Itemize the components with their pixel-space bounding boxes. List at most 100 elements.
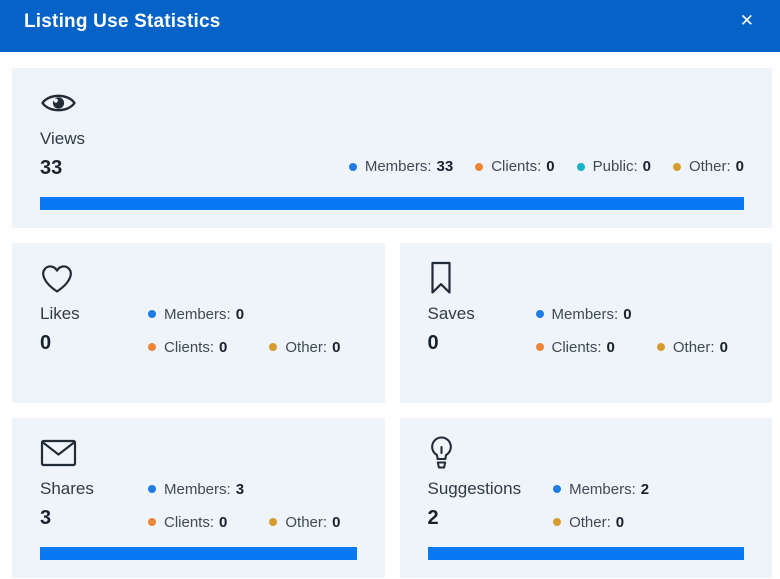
legend-value: 0 [219,513,228,531]
legend-label: Members: [164,480,231,498]
legend-value: 33 [436,158,454,175]
stat-count: 3 [40,507,52,529]
shares-progress-bar [40,547,357,560]
legend-item-other: Other: 0 [269,514,340,531]
legend-label: Members: [364,158,432,175]
envelope-icon [40,435,357,471]
shares-card: Shares 3 Members: 3 Clients: 0 [12,418,385,578]
legend-item-members: Members: 2 [553,481,649,498]
members-dot-icon [148,310,156,318]
stat-count: 0 [40,332,52,354]
saves-card: Saves 0 Members: 0 Clients: 0 [399,243,772,403]
legend-value: 0 [546,158,555,175]
legend-item-members: Members: 3 [148,481,244,498]
legend-label: Other: [688,158,731,175]
legend-label: Public: [592,158,638,175]
legend-item-clients: Clients: 0 [535,338,615,356]
suggestions-legend: Members: 2 Other: 0 [553,479,649,532]
legend-value: 3 [235,480,245,498]
legend-value: 0 [735,158,744,175]
legend-item-members: Members: 0 [148,306,244,323]
other-dot-icon [553,518,562,526]
views-legend: Members: 33 Clients: 0 Public: 0 Other: … [348,158,744,175]
legend-label: Members: [569,480,636,498]
legend-value: 0 [642,158,651,175]
lightbulb-icon [428,435,745,471]
eye-icon [40,85,744,121]
other-dot-icon [672,162,681,171]
shares-summary: Shares 3 [40,477,116,531]
legend-item-public: Public: 0 [576,158,651,175]
dialog-header: Listing Use Statistics ✕ [0,0,780,52]
clients-dot-icon [475,162,484,171]
legend-value: 2 [640,480,650,498]
legend-item-other: Other: 0 [672,158,744,175]
clients-dot-icon [535,343,544,351]
members-dot-icon [553,485,562,493]
stat-count: 0 [427,332,439,354]
saves-summary: Saves 0 [428,302,504,356]
stat-title: Saves [427,304,475,323]
clients-dot-icon [148,343,156,351]
other-dot-icon [269,518,278,526]
stat-count: 33 [40,157,63,179]
suggestions-progress-bar [427,547,744,560]
stat-title: Views [40,129,86,148]
legend-label: Members: [551,305,619,323]
stat-title: Suggestions [427,479,522,498]
legend-item-members: Members: 0 [535,305,632,323]
views-progress-bar [40,197,744,210]
heart-icon [40,260,357,296]
views-progress-fill [40,197,744,210]
legend-item-members: Members: 33 [348,158,454,175]
legend-label: Clients: [491,158,542,175]
legend-value: 0 [332,338,341,356]
stat-count: 2 [427,507,439,529]
legend-item-clients: Clients: 0 [148,339,227,356]
legend-item-other: Other: 0 [656,338,728,356]
public-dot-icon [576,162,585,171]
legend-label: Other: [672,338,715,356]
other-dot-icon [269,343,278,351]
dialog-title: Listing Use Statistics [24,11,221,32]
close-icon[interactable]: ✕ [736,10,758,31]
legend-label: Other: [569,513,611,531]
stats-cards: Views 33 Members: 33 Clients: 0 Public: [0,52,780,578]
legend-label: Members: [164,305,231,323]
legend-item-clients: Clients: 0 [148,514,227,531]
saves-legend: Members: 0 Clients: 0 Other: 0 [535,304,728,357]
legend-value: 0 [235,305,245,323]
members-dot-icon [348,162,357,171]
legend-item-other: Other: 0 [553,514,624,531]
legend-label: Clients: [164,338,215,356]
other-dot-icon [656,343,665,351]
legend-value: 0 [615,513,625,531]
suggestions-summary: Suggestions 2 [428,477,522,531]
likes-summary: Likes 0 [40,302,116,356]
legend-label: Clients: [164,513,215,531]
bookmark-icon [428,260,745,296]
suggestions-card: Suggestions 2 Members: 2 Other: 0 [399,418,772,578]
shares-progress-fill [40,547,357,560]
legend-label: Other: [285,338,328,356]
likes-legend: Members: 0 Clients: 0 Other: 0 [148,304,340,357]
views-card: Views 33 Members: 33 Clients: 0 Public: [12,68,772,228]
legend-value: 0 [623,305,632,323]
legend-item-clients: Clients: 0 [475,158,555,175]
views-summary: Views 33 [40,127,116,181]
stat-title: Shares [40,479,94,498]
stat-title: Likes [40,304,80,323]
legend-value: 0 [219,338,228,356]
legend-item-other: Other: 0 [269,339,340,356]
members-dot-icon [148,485,156,493]
suggestions-progress-fill [427,547,744,560]
legend-label: Clients: [551,338,602,356]
clients-dot-icon [148,518,156,526]
legend-value: 0 [332,513,341,531]
legend-value: 0 [606,338,615,356]
members-dot-icon [535,310,544,318]
shares-legend: Members: 3 Clients: 0 Other: 0 [148,479,340,532]
legend-value: 0 [719,338,728,356]
legend-label: Other: [285,513,328,531]
likes-card: Likes 0 Members: 0 Clients: 0 [12,243,385,403]
